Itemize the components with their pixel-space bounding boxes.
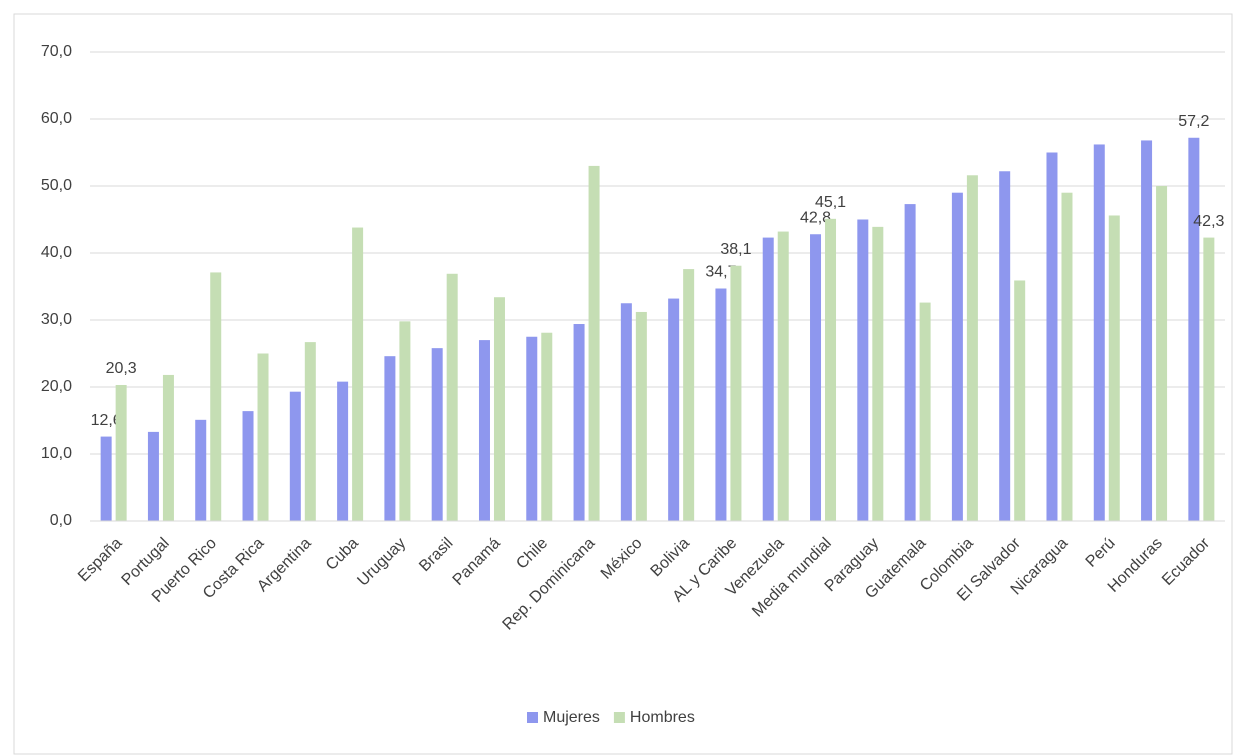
bar bbox=[526, 336, 538, 521]
y-tick-label: 20,0 bbox=[41, 378, 72, 395]
bar bbox=[210, 272, 222, 521]
bar bbox=[1141, 140, 1153, 521]
bar bbox=[573, 324, 585, 521]
legend-label: Mujeres bbox=[543, 709, 600, 726]
bar bbox=[810, 234, 822, 522]
bar bbox=[352, 227, 364, 522]
bar bbox=[195, 419, 207, 521]
bar bbox=[242, 411, 254, 521]
y-tick-label: 30,0 bbox=[41, 311, 72, 328]
bar bbox=[162, 374, 174, 521]
data-label: 45,1 bbox=[815, 194, 846, 211]
bar bbox=[1093, 144, 1105, 521]
data-label: 20,3 bbox=[106, 360, 137, 377]
bar bbox=[541, 332, 553, 521]
y-tick-label: 70,0 bbox=[41, 43, 72, 60]
bar bbox=[337, 381, 349, 521]
bar bbox=[399, 321, 411, 521]
bar bbox=[431, 348, 443, 521]
bar bbox=[1014, 280, 1026, 521]
legend-swatch bbox=[613, 712, 625, 723]
bar bbox=[857, 219, 869, 521]
bar bbox=[304, 342, 316, 521]
bar bbox=[493, 297, 505, 521]
legend-label: Hombres bbox=[630, 709, 695, 726]
bar bbox=[1061, 192, 1073, 521]
y-tick-label: 50,0 bbox=[41, 177, 72, 194]
y-tick-label: 60,0 bbox=[41, 110, 72, 127]
data-label: 38,1 bbox=[720, 241, 751, 258]
bar bbox=[730, 265, 742, 521]
data-label: 57,2 bbox=[1178, 113, 1209, 130]
bar bbox=[257, 353, 269, 521]
bar bbox=[147, 431, 159, 521]
bar bbox=[668, 298, 680, 521]
bar bbox=[1156, 186, 1168, 521]
data-label: 34,7 bbox=[705, 264, 736, 281]
y-tick-label: 10,0 bbox=[41, 445, 72, 462]
bar bbox=[478, 340, 490, 521]
bar bbox=[635, 311, 647, 521]
bar bbox=[588, 165, 600, 521]
data-label: 42,8 bbox=[800, 209, 831, 226]
bar bbox=[115, 384, 127, 521]
data-label: 42,3 bbox=[1193, 213, 1224, 230]
bar bbox=[384, 356, 396, 521]
bar bbox=[872, 226, 884, 521]
bar bbox=[904, 204, 916, 521]
bar bbox=[999, 171, 1011, 521]
bar bbox=[446, 273, 458, 521]
bar bbox=[289, 391, 301, 521]
bar bbox=[951, 192, 963, 521]
legend-swatch bbox=[527, 712, 538, 723]
bar bbox=[777, 231, 789, 521]
data-label: 12,6 bbox=[91, 412, 122, 429]
bar bbox=[715, 288, 727, 521]
y-tick-label: 0,0 bbox=[50, 512, 72, 529]
bar bbox=[919, 302, 931, 521]
bar bbox=[762, 237, 774, 521]
bar bbox=[1046, 152, 1058, 521]
bar bbox=[683, 269, 695, 521]
bar bbox=[1108, 215, 1120, 522]
y-tick-label: 40,0 bbox=[41, 244, 72, 261]
bar bbox=[1188, 137, 1200, 521]
bar bbox=[966, 175, 978, 521]
bar bbox=[100, 436, 112, 521]
bar bbox=[1203, 237, 1215, 521]
bar bbox=[620, 303, 632, 521]
bar bbox=[825, 218, 837, 521]
